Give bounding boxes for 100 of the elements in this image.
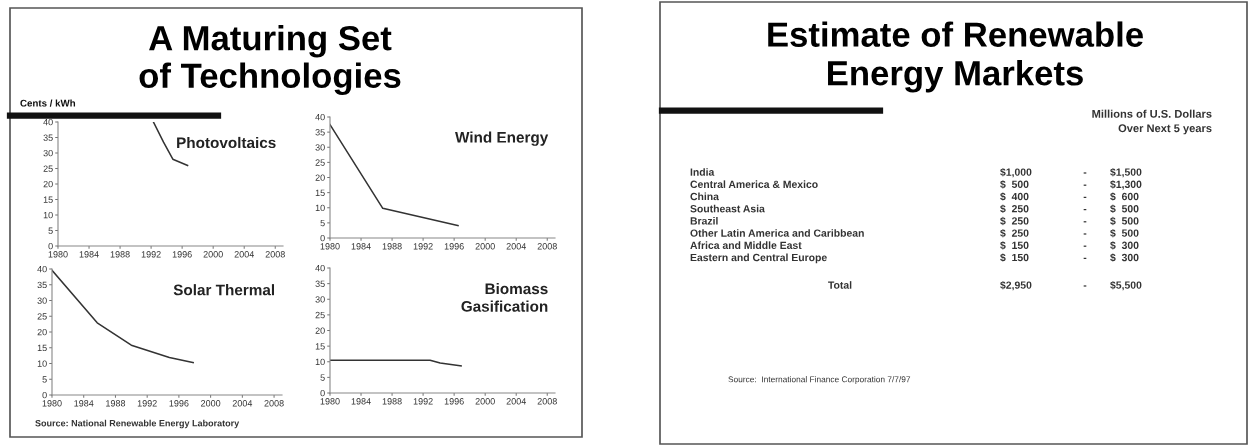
y-tick-label: 20 xyxy=(315,174,325,181)
text: - xyxy=(1083,245,1087,247)
y-tick-label: 30 xyxy=(37,297,47,304)
y-tick-label: 5 xyxy=(42,376,47,383)
x-tick-label: 2004 xyxy=(506,243,526,250)
text: $ 250 xyxy=(1000,204,1029,214)
x-tick-label: 1984 xyxy=(351,398,371,405)
x-tick-label: 1988 xyxy=(382,243,402,250)
y-tick-label: 30 xyxy=(43,149,53,157)
x-tick-label: 2000 xyxy=(475,243,495,250)
y-tick-label: 25 xyxy=(37,313,47,320)
y-tick-label: 5 xyxy=(320,374,325,381)
text: $ 150 xyxy=(1000,253,1029,262)
x-tick-label: 1988 xyxy=(382,398,402,405)
y-tick-label: 0 xyxy=(48,242,53,250)
x-tick-label: 2008 xyxy=(264,400,284,407)
y-tick-label: 10 xyxy=(37,360,47,367)
text: $ 500 xyxy=(1110,228,1139,238)
text: $ 400 xyxy=(1000,192,1029,201)
text: - xyxy=(1083,172,1087,174)
text: $2,950 xyxy=(1000,280,1032,291)
text: Eastern and Central Europe xyxy=(690,253,827,264)
x-tick-label: 2008 xyxy=(265,251,285,258)
text: Total xyxy=(828,281,852,289)
text: $ 500 xyxy=(1110,204,1139,214)
y-tick-label: 40 xyxy=(43,118,53,126)
y-tick-label: 10 xyxy=(315,204,325,212)
text: Photovoltaics xyxy=(177,136,276,149)
text: $ 150 xyxy=(1000,241,1029,250)
text: Central America & Mexico xyxy=(690,180,818,188)
y-tick-label: 20 xyxy=(43,180,53,188)
x-tick-label: 1984 xyxy=(79,251,99,258)
text: $1,300 xyxy=(1110,180,1142,190)
x-tick-label: 1980 xyxy=(320,243,340,250)
y-tick-label: 15 xyxy=(315,343,325,350)
text: Other Latin America and Caribbean xyxy=(690,229,864,237)
text: China xyxy=(690,192,719,201)
y-tick-label: 40 xyxy=(315,264,325,272)
text: $ 600 xyxy=(1110,192,1139,201)
text: $1,500 xyxy=(1110,167,1142,178)
x-tick-label: 2000 xyxy=(203,251,223,258)
text: Brazil xyxy=(690,216,718,225)
y-tick-label: 0 xyxy=(320,234,325,242)
y-tick-label: 20 xyxy=(315,327,325,334)
text: $ 500 xyxy=(1110,216,1139,226)
text: $1,000 xyxy=(1000,167,1032,178)
y-tick-label: 25 xyxy=(315,311,325,319)
text: A Maturing Set of Technologies xyxy=(139,24,401,96)
y-tick-label: 15 xyxy=(37,344,47,352)
text: $5,500 xyxy=(1110,280,1142,291)
x-tick-label: 1992 xyxy=(141,251,161,258)
text: $ 250 xyxy=(1000,216,1029,226)
y-tick-label: 30 xyxy=(315,144,325,151)
x-tick-label: 1996 xyxy=(444,398,464,405)
x-tick-label: 1988 xyxy=(110,251,130,258)
y-tick-label: 5 xyxy=(48,227,53,234)
text: - xyxy=(1083,184,1087,186)
y-tick-label: 15 xyxy=(315,189,325,196)
text: - xyxy=(1083,285,1087,287)
x-tick-label: 1984 xyxy=(74,400,94,407)
text: - xyxy=(1083,257,1087,260)
x-tick-label: 1980 xyxy=(320,398,340,405)
y-tick-label: 10 xyxy=(43,211,53,219)
y-tick-label: 35 xyxy=(315,280,325,287)
y-tick-label: 0 xyxy=(42,391,47,399)
x-tick-label: 1980 xyxy=(42,400,62,407)
y-tick-label: 20 xyxy=(37,328,47,336)
text: $ 300 xyxy=(1110,253,1139,262)
x-tick-label: 1996 xyxy=(169,400,189,407)
source-note: Source: International Finance Corporation 7/7/97 xyxy=(728,376,911,384)
y-tick-label: 30 xyxy=(315,296,325,303)
x-tick-label: 1980 xyxy=(48,251,68,258)
x-tick-label: 2000 xyxy=(201,400,221,407)
x-tick-label: 1992 xyxy=(413,243,433,250)
x-tick-label: 2004 xyxy=(234,251,254,258)
y-tick-label: 25 xyxy=(43,165,53,172)
text: - xyxy=(1083,208,1087,211)
x-tick-label: 1988 xyxy=(106,400,126,407)
text: $ 250 xyxy=(1000,228,1029,238)
text: Southeast Asia xyxy=(690,204,765,213)
text: Estimate of Renewable Energy Markets xyxy=(768,21,1143,93)
text: - xyxy=(1083,196,1087,199)
x-tick-label: 2008 xyxy=(537,398,557,405)
x-tick-label: 1992 xyxy=(137,400,157,407)
text: $ 300 xyxy=(1110,241,1139,250)
y-tick-label: 40 xyxy=(315,113,325,121)
text: $ 500 xyxy=(1000,180,1029,189)
x-tick-label: 2008 xyxy=(537,243,557,250)
x-tick-label: 2000 xyxy=(475,398,495,405)
y-tick-label: 5 xyxy=(320,219,325,227)
text: Wind Energy xyxy=(455,131,549,146)
text: Solar Thermal xyxy=(173,284,275,296)
text: Millions of U.S. Dollars Over Next 5 years xyxy=(1092,109,1212,135)
y-tick-label: 40 xyxy=(37,265,47,273)
y-tick-label: 35 xyxy=(43,134,53,141)
x-tick-label: 1984 xyxy=(351,243,371,250)
text: India xyxy=(690,168,715,176)
x-tick-label: 1996 xyxy=(444,243,464,250)
y-tick-label: 10 xyxy=(315,358,325,366)
x-tick-label: 1996 xyxy=(172,251,192,258)
